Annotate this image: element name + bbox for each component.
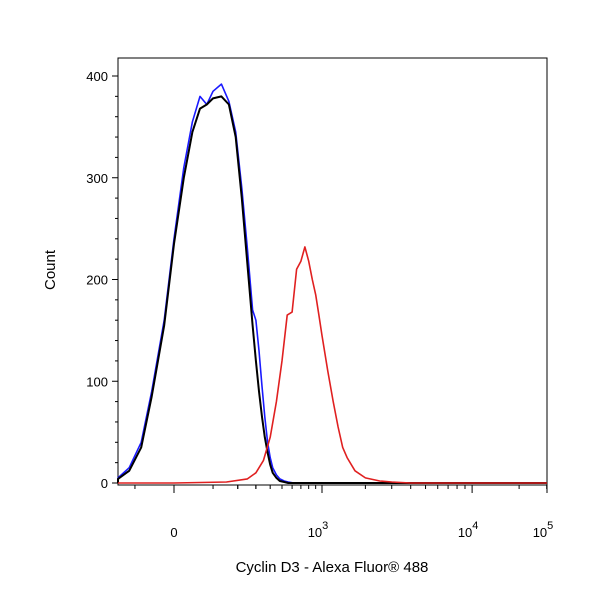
y-tick-label: 400: [86, 69, 108, 84]
y-tick-label: 300: [86, 171, 108, 186]
x-tick-label: 104: [458, 520, 479, 540]
y-axis-label: Count: [42, 249, 59, 290]
y-tick-label: 100: [86, 374, 108, 389]
x-tick-label: 105: [533, 520, 554, 540]
y-tick-label: 200: [86, 273, 108, 288]
series-line-3: [118, 246, 547, 484]
series-line-2: [117, 95, 547, 484]
x-axis-label: Cyclin D3 - Alexa Fluor® 488: [236, 559, 429, 576]
y-axis: 0 100 200 300 400: [86, 69, 118, 491]
x-axis: 0 103 104 105: [134, 485, 554, 540]
x-tick-label: 103: [308, 520, 329, 540]
x-tick-label: 0: [170, 525, 177, 540]
plot-frame: [117, 57, 548, 486]
series-layer: [117, 83, 547, 484]
y-tick-label: 0: [101, 476, 108, 491]
